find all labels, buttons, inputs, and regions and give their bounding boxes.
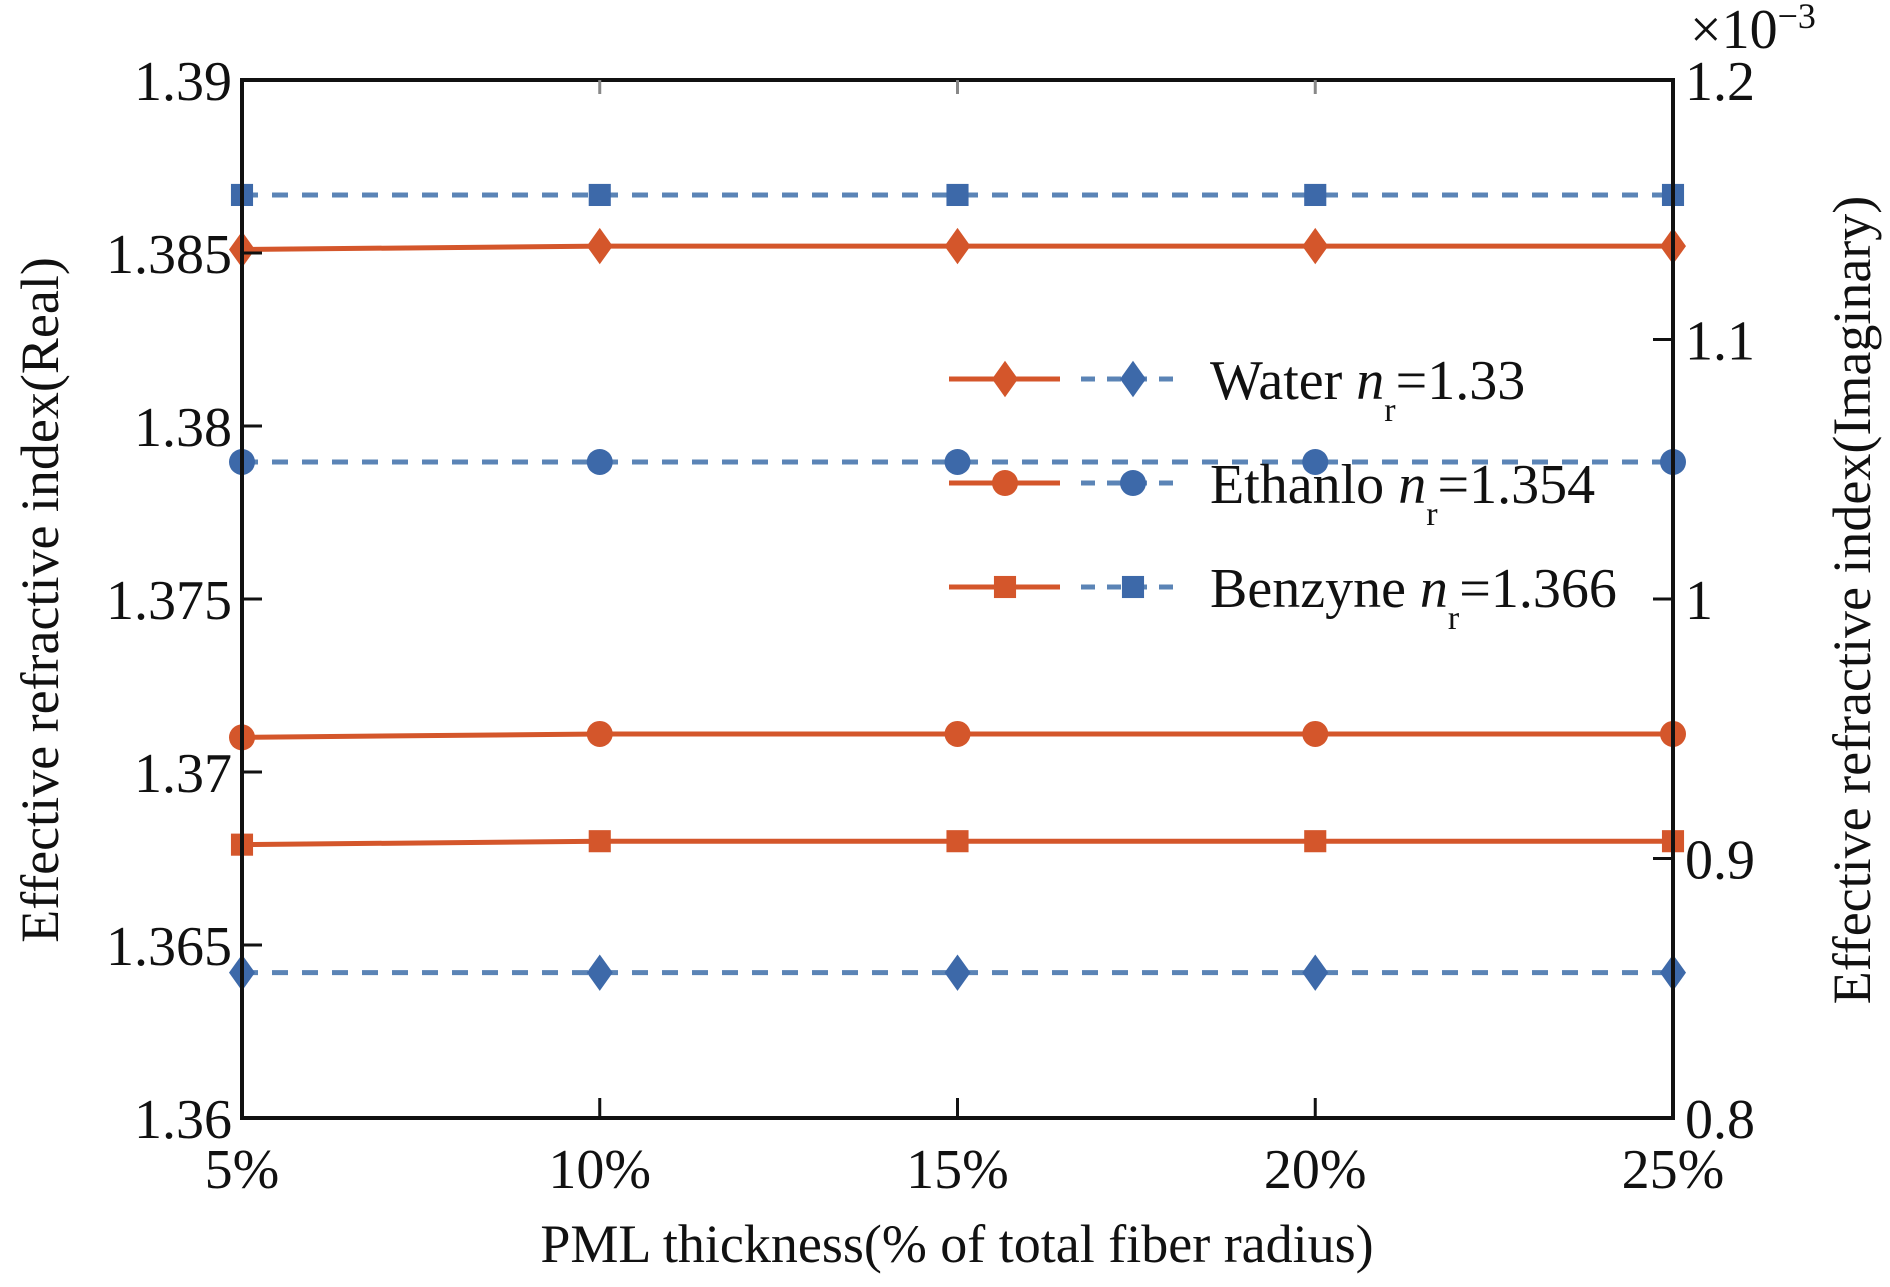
legend-marker-imag	[1121, 575, 1145, 599]
y-right-tick-label: 0.8	[1685, 1089, 1755, 1151]
series-water-real	[229, 227, 1686, 268]
data-point	[1302, 954, 1329, 991]
y-left-tick-label: 1.375	[106, 570, 232, 632]
legend-marker-real	[992, 360, 1018, 398]
data-point	[944, 227, 971, 265]
legend-marker-real	[993, 575, 1017, 599]
y-left-tick-label: 1.36	[134, 1089, 232, 1151]
data-point	[1302, 720, 1329, 747]
data-point	[1304, 830, 1327, 853]
series-ethanlo-imaginary	[229, 448, 1686, 475]
data-point	[1302, 227, 1329, 265]
x-tick-label: 10%	[548, 1139, 651, 1201]
legend-marker-imag	[1120, 470, 1146, 496]
y-left-tick-label: 1.37	[134, 743, 232, 805]
legend-marker-imag	[1120, 360, 1146, 398]
data-point	[1304, 183, 1327, 207]
data-point	[588, 183, 611, 207]
data-point	[586, 448, 613, 475]
data-point	[946, 183, 969, 207]
legend-label: Water nr=1.33	[1210, 350, 1525, 429]
right-axis-multiplier: ×10−3	[1690, 0, 1816, 61]
legend-label: Benzyne nr=1.366	[1210, 558, 1617, 637]
x-tick-label: 25%	[1622, 1139, 1725, 1201]
x-tick-label: 5%	[205, 1139, 280, 1201]
legend: Water nr=1.33 Ethanlo nr=1.354 Benzyne nr=…	[949, 350, 1617, 637]
y-left-tick-label: 1.365	[106, 916, 232, 978]
y-axis-left-title: Effective refractive index(Real)	[10, 257, 70, 943]
series-layer	[229, 183, 1686, 991]
data-point	[944, 720, 971, 747]
data-point	[588, 830, 611, 853]
y-right-tick-label: 1	[1685, 570, 1713, 632]
y-left-tick-label: 1.385	[106, 224, 232, 286]
series-benzyne-real	[230, 830, 1685, 856]
data-point	[1302, 448, 1329, 475]
data-point	[946, 830, 969, 853]
series-water-imaginary	[229, 954, 1686, 991]
y-right-tick-label: 1.2	[1685, 51, 1755, 113]
data-point	[586, 720, 613, 747]
data-point	[944, 448, 971, 475]
legend-marker-real	[992, 470, 1018, 496]
ticks-layer: 1.36 1.365 1.37 1.375 1.38 1.385 1.39 0.8 0.9 1 1.…	[106, 51, 1755, 1201]
y-right-tick-label: 1.1	[1685, 311, 1755, 373]
data-point	[944, 954, 971, 991]
legend-label: Ethanlo nr=1.354	[1210, 454, 1595, 533]
series-ethanlo-real	[229, 720, 1686, 751]
data-point	[586, 954, 613, 991]
x-tick-label: 20%	[1264, 1139, 1367, 1201]
x-tick-label: 15%	[906, 1139, 1009, 1201]
legend-item: Water nr=1.33	[949, 350, 1525, 429]
legend-item: Benzyne nr=1.366	[949, 558, 1617, 637]
data-point	[586, 227, 613, 265]
y-left-tick-label: 1.39	[134, 51, 232, 113]
y-right-tick-label: 0.9	[1685, 830, 1755, 892]
y-axis-right-title: Effective refractive index(Imaginary)	[1822, 196, 1882, 1005]
x-axis-title: PML thickness(% of total fiber radius)	[540, 1214, 1373, 1274]
y-left-tick-label: 1.38	[134, 397, 232, 459]
legend-item: Ethanlo nr=1.354	[949, 454, 1595, 533]
series-benzyne-imaginary	[230, 183, 1685, 207]
